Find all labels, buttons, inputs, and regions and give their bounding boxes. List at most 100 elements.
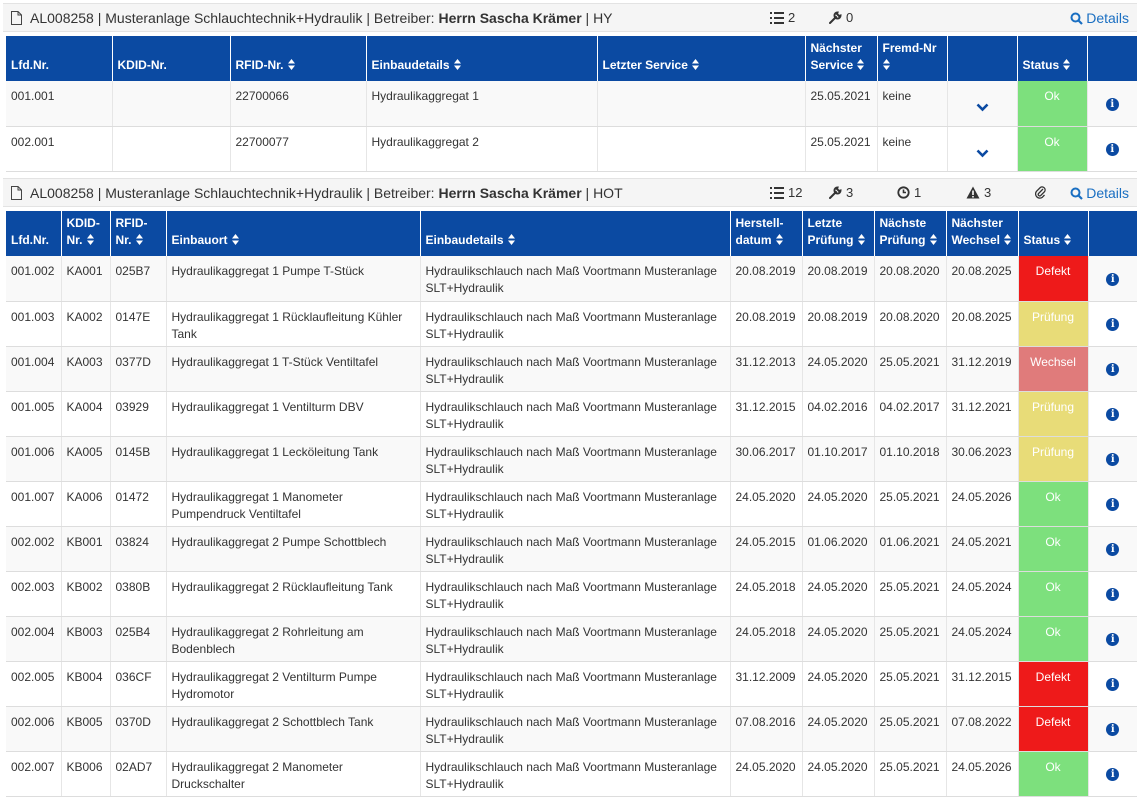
cell-herstelldatum: 20.08.2019 [730,301,803,347]
table-row[interactable]: 002.002 KB001 03824 Hydraulikaggregat 2 Pum… [6,526,1137,572]
cell-einbaudetails: Hydraulikschlauch nach Maß Voortmann Mus… [420,571,731,617]
table-row[interactable]: 001.001 22700066 Hydraulikaggregat 1 25.05.… [6,81,1137,127]
info-icon[interactable]: i [1106,498,1120,511]
table-row[interactable]: 001.007 KA006 01472 Hydraulikaggregat 1 Man… [6,481,1137,527]
col-header-info [1088,211,1137,256]
cell-naechster-wechsel: 24.05.2024 [946,571,1019,617]
cell-einbaudetails: Hydraulikschlauch nach Maß Voortmann Mus… [420,346,731,392]
info-cell: i [1088,436,1137,482]
paperclip-icon[interactable] [1034,179,1050,207]
cell-naechster-wechsel: 07.08.2022 [946,706,1019,752]
col-header-letzte-pruefung[interactable]: Letzte Prüfung [802,211,875,256]
table-row[interactable]: 002.007 KB006 02AD7 Hydraulikaggregat 2 Man… [6,751,1137,797]
cell-einbauort: Hydraulikaggregat 2 Schottblech Tank [166,706,421,752]
details-link[interactable]: Details [1070,179,1129,207]
cell-lfd: 001.001 [6,81,113,127]
details-link[interactable]: Details [1070,4,1129,32]
operator-name: Herrn Sascha Krämer [438,10,582,26]
cell-rfid: 01472 [110,481,167,527]
cell-rfid: 0370D [110,706,167,752]
cell-lfd: 001.007 [6,481,62,527]
cell-einbauort: Hydraulikaggregat 2 Manometer Druckschal… [166,751,421,797]
cell-einbaudetails: Hydraulikschlauch nach Maß Voortmann Mus… [420,661,731,707]
info-icon[interactable]: i [1105,97,1119,111]
col-header-naechster-service[interactable]: Nächster Service [805,36,878,81]
table-row[interactable]: 002.005 KB004 036CF Hydraulikaggregat 2 Ven… [6,661,1137,707]
col-header-rfid[interactable]: RFID-Nr. [110,211,167,256]
col-header-naechste-pruefung[interactable]: Nächste Prüfung [874,211,947,256]
info-icon[interactable]: i [1106,588,1120,601]
info-cell: i [1088,481,1137,527]
col-header-kdid[interactable]: KDID- Nr. [61,211,111,256]
cell-naechste-pruefung: 25.05.2021 [874,751,947,797]
status-badge: Defekt [1018,256,1089,302]
cell-einbaudetails: Hydraulikschlauch nach Maß Voortmann Mus… [420,706,731,752]
col-header-einbauort[interactable]: Einbauort [166,211,421,256]
table-row[interactable]: 002.006 KB005 0370D Hydraulikaggregat 2 Sch… [6,706,1137,752]
info-icon[interactable]: i [1105,143,1119,156]
cell-lfd: 002.002 [6,526,62,572]
table-row[interactable]: 001.003 KA002 0147E Hydraulikaggregat 1 Rüc… [6,301,1137,347]
info-icon[interactable]: i [1106,318,1120,331]
table-row[interactable]: 002.004 KB003 025B4 Hydraulikaggregat 2 Roh… [6,616,1137,662]
table-row[interactable]: 001.005 KA004 03929 Hydraulikaggregat 1 Ven… [6,391,1137,437]
col-header-einbaudetails[interactable]: Einbaudetails [420,211,731,256]
cell-naechste-pruefung: 20.08.2020 [874,256,947,302]
cell-einbaudetails: Hydraulikschlauch nach Maß Voortmann Mus… [420,751,731,797]
col-header-status[interactable]: Status [1017,36,1088,81]
asset-panel-header-hot: AL008258 | Musteranlage Schlauchtechnik+… [3,178,1137,207]
info-icon[interactable]: i [1106,272,1120,286]
wrench-icon [829,11,842,24]
info-icon[interactable]: i [1106,678,1120,691]
cell-herstelldatum: 24.05.2015 [730,526,803,572]
list-count-badge: 12 [770,179,802,207]
table-row[interactable]: 001.004 KA003 0377D Hydraulikaggregat 1 T-S… [6,346,1137,392]
col-header-letzter-service[interactable]: Letzter Service [597,36,806,81]
sort-icon [231,234,239,245]
inspection-table: Lfd.Nr. KDID- Nr. RFID- Nr. Einbauort Einb… [6,211,1137,797]
col-header-rfid[interactable]: RFID-Nr. [230,36,367,81]
sort-icon [691,59,699,70]
cell-naechste-pruefung: 25.05.2021 [874,706,947,752]
wrench-count-badge: 3 [829,179,853,207]
cell-naechste-pruefung: 01.06.2021 [874,526,947,572]
wrench-icon [829,186,842,199]
info-icon[interactable]: i [1106,453,1120,466]
cell-einbaudetails: Hydraulikschlauch nach Maß Voortmann Mus… [420,526,731,572]
table-row[interactable]: 001.006 KA005 0145B Hydraulikaggregat 1 Lec… [6,436,1137,482]
sort-icon [86,234,94,245]
info-icon[interactable]: i [1106,633,1120,646]
col-header-herstelldatum[interactable]: Herstell-datum [730,211,803,256]
info-icon[interactable]: i [1106,363,1120,376]
cell-einbauort: Hydraulikaggregat 2 Rücklaufleitung Tank [166,571,421,617]
cell-einbauort: Hydraulikaggregat 1 T-Stück Ventiltafel [166,346,421,392]
table-row[interactable]: 002.003 KB002 0380B Hydraulikaggregat 2 Rüc… [6,571,1137,617]
table-row[interactable]: 002.001 22700077 Hydraulikaggregat 2 25.05.… [6,126,1137,172]
status-badge: Prüfung [1018,391,1089,437]
clock-icon [897,186,910,199]
cell-kdid: KB003 [61,616,111,662]
table-row[interactable]: 001.002 KA001 025B7 Hydraulikaggregat 1 Pum… [6,256,1137,302]
list-icon [770,12,784,24]
cell-rfid: 03929 [110,391,167,437]
status-badge: Ok [1018,526,1089,572]
cell-rfid: 22700077 [230,126,367,172]
status-badge: Wechsel [1018,346,1089,392]
info-icon[interactable]: i [1106,543,1120,556]
chevron-down-icon[interactable] [976,149,989,158]
chevron-down-icon[interactable] [976,103,989,112]
cell-kdid [112,126,231,172]
col-header-naechster-wechsel[interactable]: Nächster Wechsel [946,211,1019,256]
info-icon[interactable]: i [1106,723,1120,736]
cell-kdid: KB002 [61,571,111,617]
col-header-status[interactable]: Status [1018,211,1089,256]
info-icon[interactable]: i [1106,408,1120,421]
cell-naechster-wechsel: 30.06.2023 [946,436,1019,482]
cell-einbaudetails: Hydraulikschlauch nach Maß Voortmann Mus… [420,616,731,662]
info-icon[interactable]: i [1106,768,1120,781]
col-header-einbaudetails[interactable]: Einbaudetails [366,36,598,81]
status-badge: Defekt [1018,661,1089,707]
col-header-fremd-nr[interactable]: Fremd-Nr [877,36,948,81]
cell-herstelldatum: 24.05.2020 [730,481,803,527]
warning-count-badge: 3 [966,179,991,207]
